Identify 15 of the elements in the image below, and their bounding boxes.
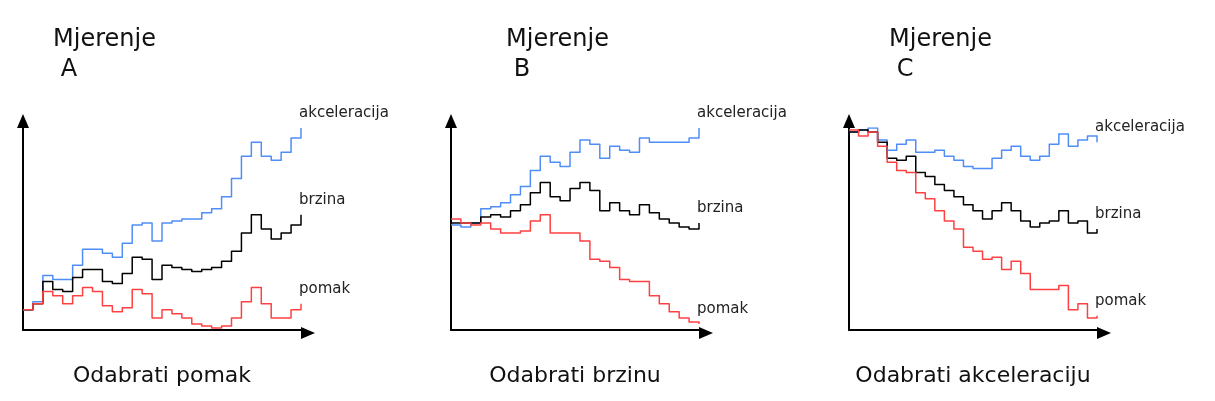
chart-title: Mjerenje A [53,24,156,82]
x-axis-title: Odabrati akceleraciju [855,361,1091,387]
series-label: pomak [299,278,351,297]
series-label: brzina [1095,204,1142,222]
series-label: pomak [1095,290,1147,309]
series-label: brzina [697,197,744,216]
x-axis-title: Odabrati pomak [72,361,252,387]
chart-title: Mjerenje C [889,24,992,82]
chart-title: Mjerenje B [506,24,609,82]
series-label: akceleracija [299,103,389,121]
series-label: brzina [299,189,346,208]
series-label: akceleracija [1095,117,1185,136]
series-label: akceleracija [697,103,787,121]
x-axis-title: Odabrati brzinu [489,361,661,387]
series-label: pomak [697,298,749,317]
